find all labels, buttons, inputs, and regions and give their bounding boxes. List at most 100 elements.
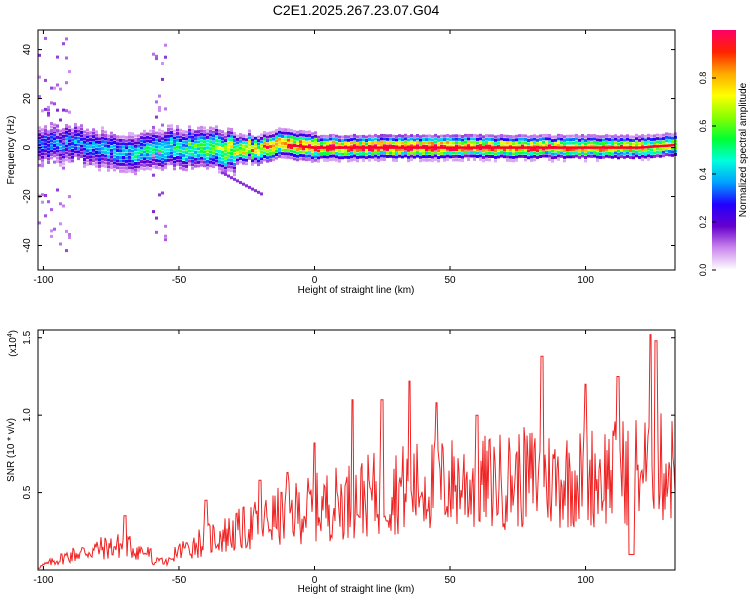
heatmap-cell xyxy=(119,166,122,170)
heatmap-cell xyxy=(620,155,623,159)
heatmap-cell xyxy=(326,135,329,138)
heatmap-cell xyxy=(650,138,653,141)
heatmap-cell xyxy=(74,147,77,150)
heatmap-cell xyxy=(593,154,596,158)
heatmap-cell xyxy=(500,147,503,151)
heatmap-cell xyxy=(230,148,233,152)
heatmap-cell xyxy=(275,132,278,136)
heatmap-cell xyxy=(137,141,140,145)
heatmap-cell xyxy=(545,147,548,151)
heatmap-cell xyxy=(80,141,83,145)
heatmap-cell xyxy=(167,152,170,155)
heatmap-cell xyxy=(143,157,146,161)
heatmap-cell xyxy=(152,134,155,138)
heatmap-cell xyxy=(260,150,263,154)
heatmap-cell xyxy=(377,152,380,156)
heatmap-cell xyxy=(113,147,116,151)
heatmap-cell xyxy=(287,155,290,159)
heatmap-cell xyxy=(47,154,50,158)
heatmap-cell xyxy=(158,142,161,146)
heatmap-cell xyxy=(611,155,614,159)
heatmap-cell xyxy=(110,152,113,156)
snr-plot-area xyxy=(38,330,675,570)
heatmap-cell xyxy=(548,147,551,151)
heatmap-cell xyxy=(122,149,125,153)
heatmap-cell xyxy=(302,137,305,140)
heatmap-cell xyxy=(38,136,41,140)
heatmap-cell xyxy=(239,181,242,185)
heatmap-cell xyxy=(152,125,155,129)
heatmap-cell xyxy=(152,162,155,165)
heatmap-cell xyxy=(485,158,488,162)
heatmap-cell xyxy=(188,145,191,149)
spectrogram-xlabel: Height of straight line (km) xyxy=(298,285,415,296)
heatmap-cell xyxy=(89,145,92,148)
heatmap-cell xyxy=(656,140,659,144)
heatmap-cell xyxy=(323,151,326,155)
heatmap-cell xyxy=(266,142,269,146)
heatmap-cell xyxy=(647,150,650,154)
heatmap-cell xyxy=(158,94,161,98)
heatmap-cell xyxy=(368,155,371,159)
heatmap-cell xyxy=(593,151,596,155)
heatmap-cell xyxy=(266,145,269,149)
heatmap-cell xyxy=(416,140,419,144)
heatmap-cell xyxy=(512,138,515,142)
heatmap-cell xyxy=(269,138,272,142)
heatmap-cell xyxy=(230,138,233,142)
heatmap-cell xyxy=(629,155,632,159)
heatmap-cell xyxy=(467,134,470,137)
heatmap-cell xyxy=(449,141,452,145)
heatmap-cell xyxy=(83,144,86,148)
heatmap-cell xyxy=(530,141,533,145)
heatmap-cell xyxy=(452,137,455,141)
heatmap-cell xyxy=(335,151,338,155)
heatmap-cell xyxy=(560,134,563,138)
heatmap-cell xyxy=(233,132,236,136)
heatmap-cell xyxy=(191,135,194,139)
heatmap-cell xyxy=(326,138,329,142)
heatmap-cell xyxy=(557,154,560,158)
heatmap-cell xyxy=(404,151,407,154)
heatmap-cell xyxy=(239,133,242,136)
heatmap-cell xyxy=(392,141,395,145)
heatmap-cell xyxy=(341,139,344,143)
heatmap-cell xyxy=(53,160,56,164)
heatmap-cell xyxy=(563,149,566,152)
heatmap-cell xyxy=(236,155,239,158)
heatmap-cell xyxy=(314,155,317,159)
heatmap-cell xyxy=(530,134,533,138)
heatmap-cell xyxy=(50,135,53,139)
heatmap-cell xyxy=(200,125,203,129)
heatmap-cell xyxy=(203,164,206,168)
heatmap-cell xyxy=(668,153,671,157)
heatmap-cell xyxy=(299,147,302,150)
heatmap-cell xyxy=(200,149,203,153)
heatmap-cell xyxy=(434,140,437,144)
heatmap-cell xyxy=(206,153,209,156)
heatmap-cell xyxy=(533,154,536,158)
heatmap-cell xyxy=(71,152,74,156)
heatmap-cell xyxy=(524,141,527,145)
heatmap-cell xyxy=(641,137,644,141)
heatmap-cell xyxy=(434,144,437,148)
heatmap-cell xyxy=(254,136,257,140)
heatmap-cell xyxy=(38,153,41,157)
heatmap-cell xyxy=(464,154,467,158)
y-tick-label: 1.5 xyxy=(22,330,33,344)
heatmap-cell xyxy=(155,131,158,135)
heatmap-cell xyxy=(557,140,560,144)
heatmap-cell xyxy=(599,135,602,139)
heatmap-cell xyxy=(311,149,314,153)
heatmap-cell xyxy=(641,140,644,144)
heatmap-cell xyxy=(356,135,359,139)
heatmap-cell xyxy=(569,155,572,159)
heatmap-cell xyxy=(65,144,68,148)
heatmap-cell xyxy=(428,144,431,148)
heatmap-cell xyxy=(308,130,311,134)
heatmap-cell xyxy=(353,144,356,148)
heatmap-cell xyxy=(626,148,629,151)
heatmap-cell xyxy=(233,152,236,156)
heatmap-cell xyxy=(152,148,155,152)
heatmap-cell xyxy=(575,144,578,148)
